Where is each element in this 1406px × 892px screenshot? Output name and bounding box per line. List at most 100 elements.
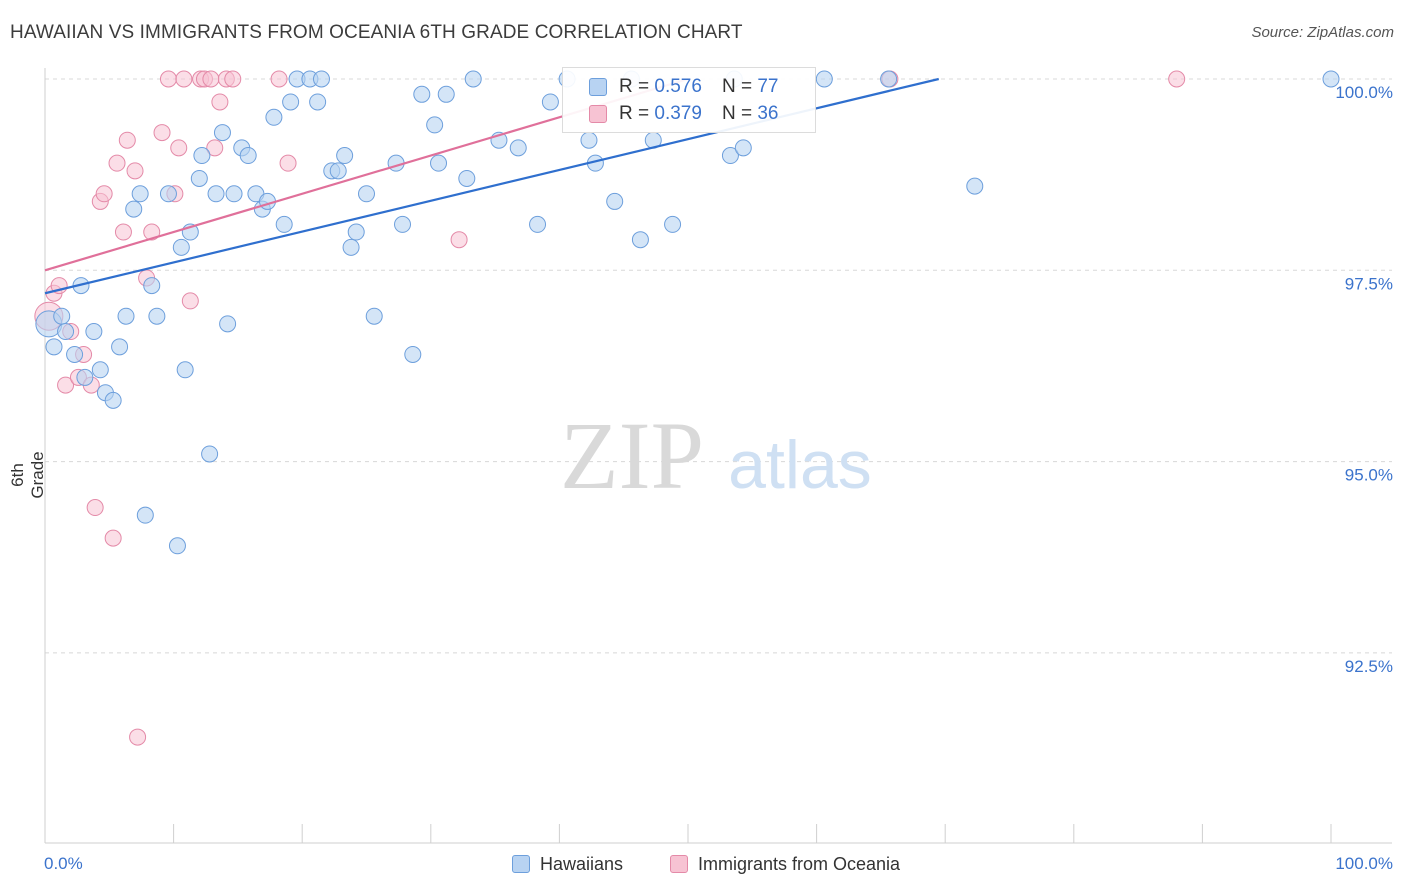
legend-n-value: 77 [757,76,779,97]
point-hawaiians [437,85,455,103]
correlation-legend: R = 0.576 N = 77 R = 0.379 N = 36 [562,67,816,133]
point-hawaiians [219,315,237,333]
grid-lines [45,78,1392,654]
chart-title: HAWAIIAN VS IMMIGRANTS FROM OCEANIA 6TH … [10,22,743,43]
x-tick-label-max: 100.0% [1335,854,1393,873]
legend-row-oceania: R = 0.379 N = 36 [589,101,778,127]
point-hawaiians [131,185,149,203]
point-oceania [224,70,242,88]
point-hawaiians [265,108,283,126]
point-hawaiians [394,215,412,233]
point-hawaiians [143,277,161,295]
point-hawaiians [464,70,482,88]
point-hawaiians [275,215,293,233]
series-legend: Hawaiians Immigrants from Oceania [0,851,1406,877]
legend-label-hawaiians: Hawaiians [540,853,624,874]
point-hawaiians [117,307,135,325]
point-oceania [95,185,113,203]
point-hawaiians [159,185,177,203]
legend-r-label: R = [619,103,650,124]
point-hawaiians [815,70,833,88]
legend-item-oceania[interactable]: Immigrants from Oceania [670,851,900,877]
legend-r-label: R = [619,76,650,97]
point-hawaiians [580,131,598,149]
point-oceania [143,223,161,241]
point-hawaiians [225,185,243,203]
point-oceania [175,70,193,88]
point-hawaiians [57,323,75,341]
point-hawaiians [125,200,143,218]
point-hawaiians [207,185,225,203]
point-hawaiians [734,139,752,157]
point-hawaiians [413,85,431,103]
point-hawaiians [458,169,476,187]
point-hawaiians [347,223,365,241]
point-hawaiians [309,93,327,111]
point-hawaiians [282,93,300,111]
watermark: ZIP atlas [560,402,872,509]
point-hawaiians [404,345,422,363]
point-hawaiians [631,231,649,249]
point-hawaiians [136,506,154,524]
legend-n-label: N = [721,103,753,124]
point-oceania [153,124,171,142]
point-hawaiians [213,124,231,142]
point-oceania [206,139,224,157]
x-tick-label-min: 0.0% [44,854,83,873]
point-hawaiians [426,116,444,134]
legend-n-label: N = [721,76,753,97]
legend-label-oceania: Immigrants from Oceania [698,853,901,874]
legend-row-hawaiians: R = 0.576 N = 77 [589,74,778,100]
point-hawaiians [168,537,186,555]
point-hawaiians [430,154,448,172]
point-hawaiians [312,70,330,88]
point-hawaiians [509,139,527,157]
point-oceania [181,292,199,310]
point-hawaiians [85,323,103,341]
point-hawaiians [966,177,984,195]
point-hawaiians [76,368,94,386]
point-hawaiians [606,192,624,210]
legend-swatch-pink [670,855,688,873]
legend-r-value: 0.379 [654,103,702,124]
point-oceania [279,154,297,172]
point-hawaiians [148,307,166,325]
point-oceania [1168,70,1186,88]
legend-r-value: 0.576 [654,76,702,97]
point-hawaiians [45,338,63,356]
point-hawaiians [53,307,71,325]
point-oceania [118,131,136,149]
point-oceania [450,231,468,249]
tick-labels: 92.5% 95.0% 97.5% 100.0% 0.0% 100.0% [44,83,1393,873]
point-hawaiians [66,345,84,363]
point-hawaiians [239,147,257,165]
y-tick-label: 95.0% [1345,466,1393,485]
point-hawaiians [342,238,360,256]
legend-swatch-blue [589,78,607,96]
point-hawaiians [91,361,109,379]
legend-swatch-pink [589,105,607,123]
watermark-zip: ZIP [560,402,704,509]
point-oceania [104,529,122,547]
point-hawaiians [880,70,898,88]
point-hawaiians [721,147,739,165]
series-hawaiians [35,70,1340,555]
point-oceania [86,499,104,517]
point-oceania [57,376,75,394]
point-hawaiians [172,238,190,256]
source-label: Source: ZipAtlas.com [1251,24,1394,41]
point-hawaiians [336,147,354,165]
point-hawaiians [190,169,208,187]
watermark-atlas: atlas [728,427,872,503]
point-hawaiians [329,162,347,180]
legend-item-hawaiians[interactable]: Hawaiians [512,851,623,877]
point-hawaiians [193,147,211,165]
point-hawaiians [529,215,547,233]
point-hawaiians [1322,70,1340,88]
axes [44,68,1392,844]
legend-swatch-blue [512,855,530,873]
point-hawaiians [111,338,129,356]
point-oceania [159,70,177,88]
point-oceania [108,154,126,172]
point-oceania [126,162,144,180]
